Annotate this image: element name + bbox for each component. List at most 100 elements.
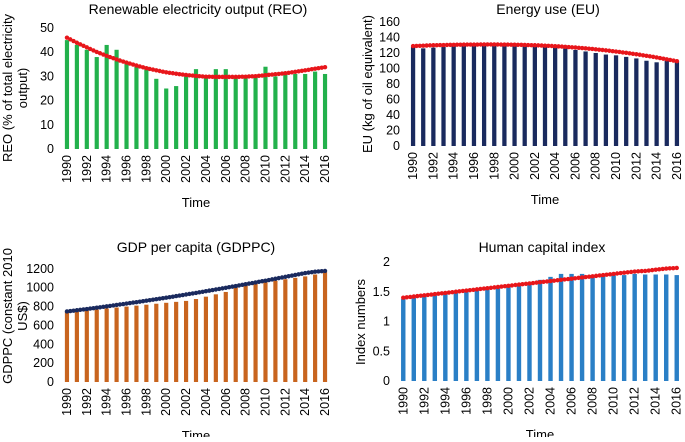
trend-point (488, 285, 494, 290)
trend-point (513, 282, 518, 288)
x-tick-label: 1996 (459, 387, 473, 415)
y-tick-label: 20 (386, 124, 400, 138)
bar-1999 (502, 45, 507, 146)
trend-point (464, 42, 470, 47)
y-tick-label: 0 (393, 139, 400, 153)
trend-point (627, 51, 632, 56)
x-tick-label: 1998 (139, 155, 153, 183)
trend-point (107, 54, 113, 60)
x-tick-label: 2012 (628, 387, 642, 415)
trend-point (525, 42, 531, 48)
trend-point (425, 292, 431, 298)
bar-2010 (613, 55, 619, 147)
trend-point (485, 42, 490, 47)
bar-2004 (548, 276, 553, 381)
bar-1996 (124, 61, 129, 149)
trend-point (460, 288, 466, 294)
trend-point (302, 68, 308, 73)
y-tick-label: 40 (386, 108, 400, 122)
trend-point (216, 74, 222, 80)
trend-point (299, 68, 305, 74)
trend-point (286, 70, 291, 75)
trend-point (240, 282, 245, 288)
x-axis-label: Time (526, 427, 554, 437)
bar-1996 (471, 44, 477, 146)
trend-point (593, 47, 598, 52)
trend-point (516, 282, 522, 287)
x-tick-label: 1994 (447, 152, 461, 180)
bar-2007 (233, 76, 238, 149)
trend-point (523, 281, 529, 287)
x-tick-label: 1996 (120, 155, 134, 183)
bar-1999 (154, 78, 159, 149)
bar-2008 (243, 283, 248, 382)
trend-point (187, 73, 192, 78)
trend-point (485, 285, 490, 291)
trend-point (91, 48, 96, 53)
chart-title: GDP per capita (GDPPC) (117, 239, 275, 255)
x-tick-label: 2012 (278, 155, 292, 183)
bar-2011 (624, 56, 629, 146)
trend-point (541, 279, 546, 285)
trend-point (276, 275, 281, 281)
y-axis-label-line: Index numbers (353, 279, 368, 365)
trend-point (200, 289, 205, 294)
trend-point (630, 51, 636, 56)
trend-point (130, 300, 136, 305)
trend-point (429, 292, 434, 297)
y-tick-label: 0 (47, 375, 54, 389)
trend-point (104, 53, 109, 59)
trend-point (220, 286, 225, 291)
x-tick-label: 2006 (219, 155, 233, 183)
trend-point (293, 69, 298, 75)
trend-point (256, 279, 262, 285)
trend-point (432, 291, 438, 297)
x-tick-label: 2006 (565, 387, 579, 415)
bar-2010 (611, 275, 616, 381)
bar-2007 (583, 51, 588, 147)
trend-point (418, 293, 423, 298)
y-tick-label: 80 (386, 77, 400, 91)
bar-2000 (164, 88, 169, 149)
trend-point (236, 283, 242, 288)
bar-1995 (114, 49, 119, 149)
trend-point (468, 42, 473, 47)
trend-point (203, 289, 209, 294)
bar-1991 (74, 311, 79, 382)
trend-point (597, 273, 602, 278)
trend-point (640, 53, 646, 58)
trend-point (653, 267, 658, 272)
bar-2009 (603, 54, 609, 146)
trend-point (457, 289, 462, 294)
chart-title: Renewable electricity output (REO) (89, 1, 308, 17)
trend-point (481, 42, 487, 47)
trend-point (621, 270, 627, 275)
trend-point (583, 46, 588, 51)
x-tick-label: 1990 (60, 388, 74, 416)
trend-point (111, 56, 116, 61)
y-tick-label: 200 (33, 356, 54, 370)
trend-point (84, 45, 90, 50)
x-tick-label: 1998 (480, 387, 494, 415)
trend-point (515, 42, 521, 47)
bar-1998 (144, 66, 149, 149)
x-tick-label: 2006 (568, 152, 582, 180)
trend-point (121, 301, 126, 307)
bar-1993 (441, 46, 446, 146)
trend-point (71, 308, 76, 313)
trend-point (417, 43, 423, 48)
x-tick-label: 2002 (179, 388, 193, 416)
trend-point (667, 57, 673, 63)
trend-point (410, 43, 416, 49)
trend-point (94, 49, 99, 55)
trend-point (565, 276, 571, 282)
trend-point (661, 56, 666, 61)
x-tick-label: 2014 (298, 155, 312, 183)
trend-point (157, 68, 162, 74)
trend-point (401, 295, 406, 300)
y-tick-label: 100 (379, 62, 400, 76)
trend-point (671, 58, 676, 63)
trend-point (259, 279, 265, 284)
x-tick-label: 2014 (649, 387, 663, 415)
bar-2001 (522, 44, 527, 146)
